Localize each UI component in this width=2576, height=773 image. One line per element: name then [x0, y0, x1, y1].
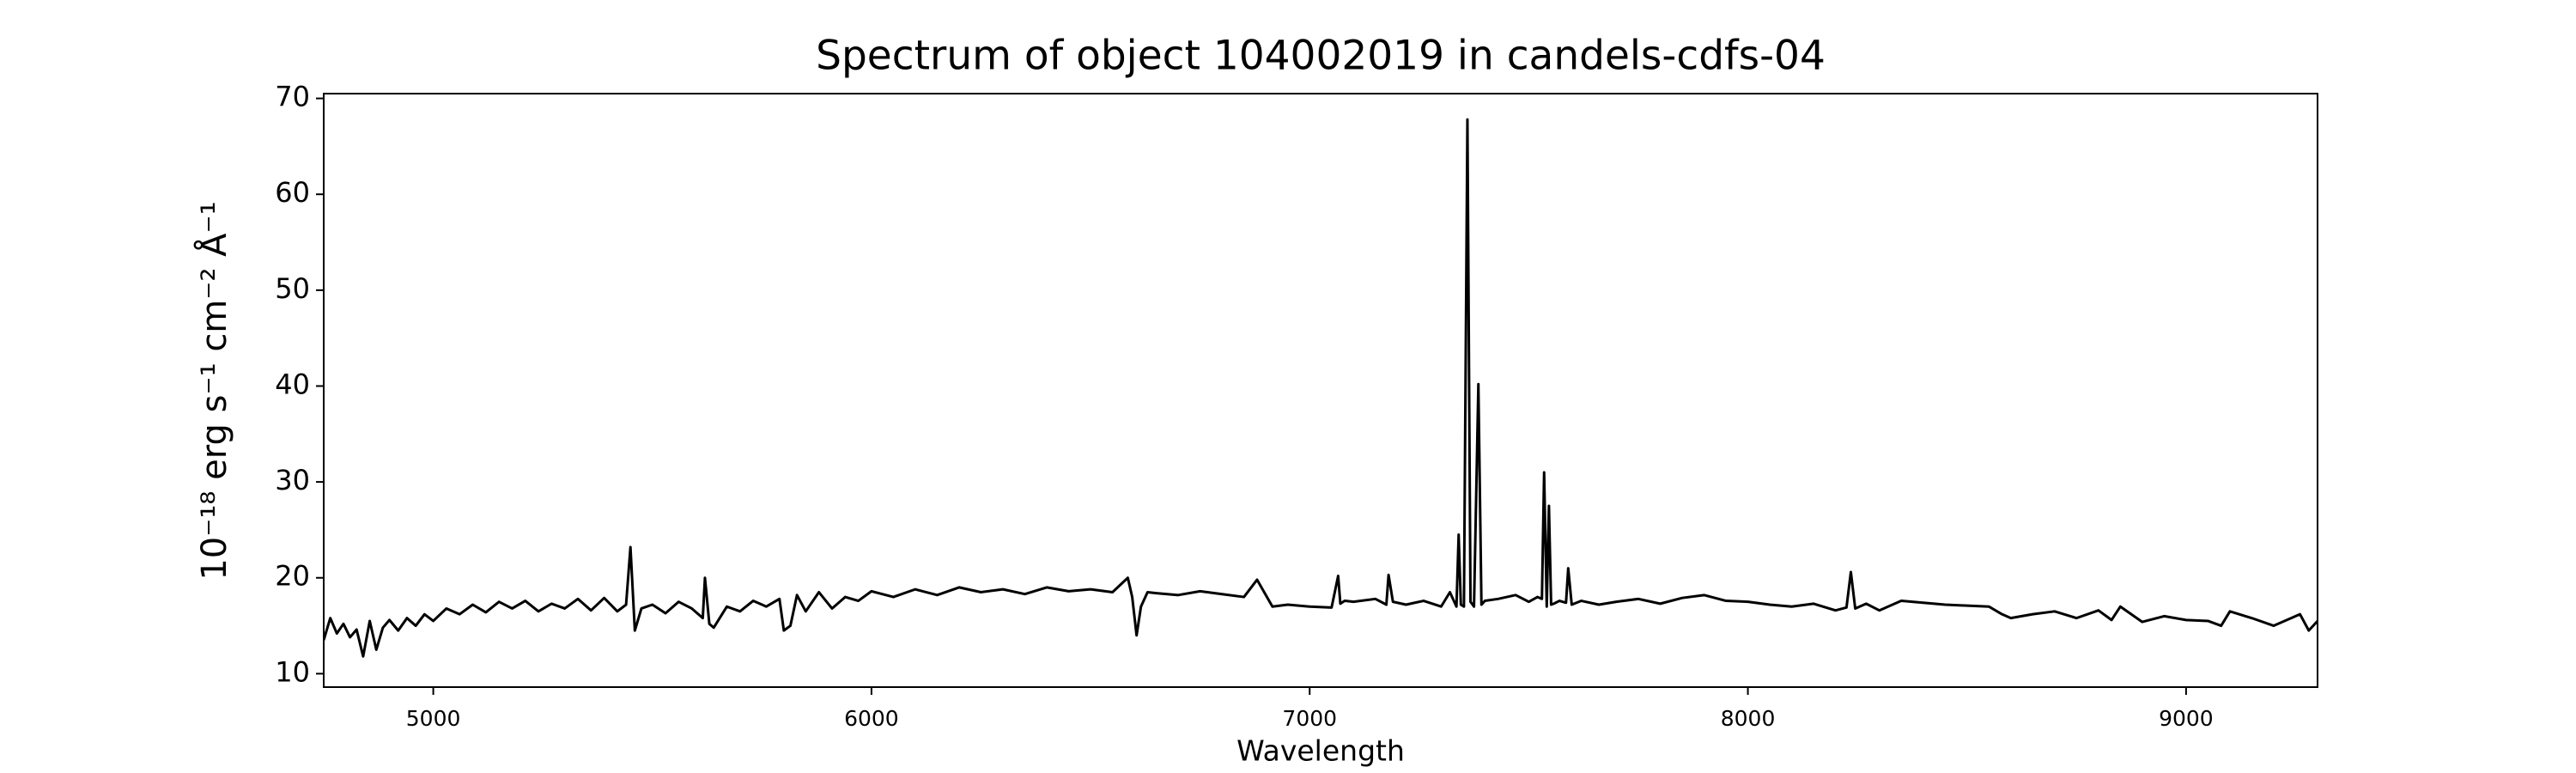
y-tick-label: 20: [275, 560, 310, 593]
plot-frame: [323, 93, 2318, 688]
x-tick-label: 6000: [844, 706, 899, 731]
chart-title: Spectrum of object 104002019 in candels-…: [816, 33, 1826, 80]
x-tick-label: 9000: [2159, 706, 2214, 731]
y-tick-label: 10: [275, 655, 310, 688]
y-tick-label: 50: [275, 272, 310, 305]
x-tick-label: 7000: [1282, 706, 1337, 731]
y-tick-label: 40: [275, 368, 310, 400]
y-tick-label: 30: [275, 464, 310, 496]
y-tick-label: 60: [275, 176, 310, 209]
spectrum-line: [324, 118, 2318, 658]
x-axis-label: Wavelength: [1236, 734, 1405, 768]
y-axis-label: 10⁻¹⁸ erg s⁻¹ cm⁻² Å⁻¹: [193, 201, 234, 580]
x-tick-label: 5000: [406, 706, 461, 731]
y-tick-label: 70: [275, 81, 310, 113]
x-tick-label: 8000: [1721, 706, 1776, 731]
